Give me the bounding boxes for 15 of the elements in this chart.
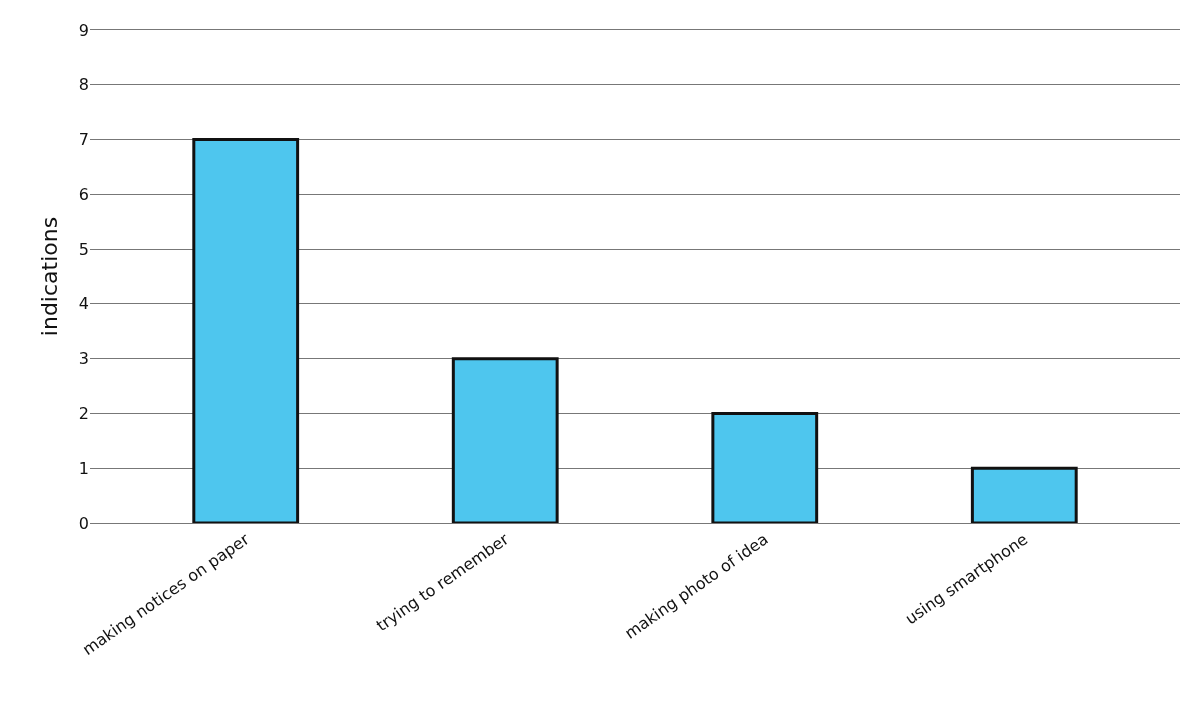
y-axis-title: indications — [36, 216, 62, 337]
y-tick-label: 5 — [78, 239, 89, 259]
y-tick-label: 2 — [78, 404, 89, 424]
y-tick-label: 3 — [78, 349, 89, 369]
bar — [970, 466, 1078, 523]
y-tick-label: 0 — [78, 513, 89, 533]
bar — [451, 357, 559, 523]
bar — [711, 411, 819, 523]
y-tick-label: 7 — [78, 130, 89, 150]
bar — [192, 138, 300, 523]
y-tick-label: 8 — [78, 75, 89, 95]
y-tick-label: 9 — [78, 20, 89, 40]
y-tick-label: 4 — [78, 294, 89, 314]
y-tick-label: 1 — [78, 458, 89, 478]
y-tick-label: 6 — [78, 184, 89, 204]
